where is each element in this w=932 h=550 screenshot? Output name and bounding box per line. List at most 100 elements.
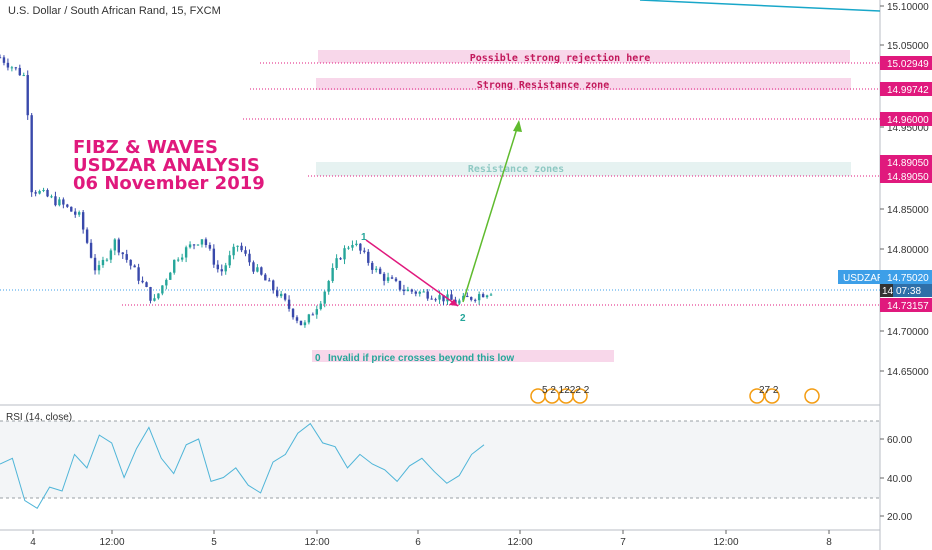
candles[interactable] bbox=[0, 54, 493, 328]
candle-body[interactable] bbox=[85, 229, 89, 243]
candle-body[interactable] bbox=[394, 278, 398, 281]
candle-body[interactable] bbox=[220, 269, 223, 272]
candle-body[interactable] bbox=[355, 243, 358, 245]
candle-body[interactable] bbox=[307, 314, 311, 323]
resistance-zones-box[interactable] bbox=[316, 162, 851, 176]
candle-body[interactable] bbox=[450, 294, 453, 300]
candle-body[interactable] bbox=[232, 246, 235, 256]
candle-body[interactable] bbox=[311, 314, 315, 316]
candle-body[interactable] bbox=[252, 262, 255, 272]
event-markers[interactable]: 5 2 1222 2 27 2 bbox=[530, 385, 820, 404]
candle-body[interactable] bbox=[386, 277, 390, 281]
candle-body[interactable] bbox=[256, 267, 259, 272]
candle-body[interactable] bbox=[248, 253, 251, 263]
candle-body[interactable] bbox=[121, 252, 124, 255]
candle-body[interactable] bbox=[406, 289, 410, 292]
flag-icon[interactable] bbox=[764, 388, 780, 404]
candle-body[interactable] bbox=[434, 299, 437, 301]
candle-body[interactable] bbox=[101, 259, 105, 266]
candle-body[interactable] bbox=[477, 294, 481, 301]
candle-body[interactable] bbox=[442, 295, 445, 302]
time-axis[interactable]: 4 12:00 5 12:00 6 12:00 7 12:00 8 bbox=[30, 530, 832, 548]
flag-icon[interactable] bbox=[804, 388, 820, 404]
strong-resistance-box[interactable] bbox=[316, 78, 851, 90]
candle-body[interactable] bbox=[398, 280, 402, 290]
symbol-title[interactable]: U.S. Dollar / South African Rand, 15, FX… bbox=[8, 5, 221, 17]
candle-body[interactable] bbox=[14, 67, 18, 69]
candle-body[interactable] bbox=[347, 247, 350, 249]
candle-body[interactable] bbox=[149, 287, 152, 301]
flag-icon[interactable] bbox=[749, 388, 765, 404]
candle-body[interactable] bbox=[177, 259, 180, 261]
candle-body[interactable] bbox=[22, 75, 25, 77]
candle-body[interactable] bbox=[141, 280, 144, 283]
candle-body[interactable] bbox=[236, 245, 239, 247]
candle-body[interactable] bbox=[315, 309, 318, 315]
candle-body[interactable] bbox=[279, 293, 283, 297]
candle-body[interactable] bbox=[430, 298, 433, 300]
candle-body[interactable] bbox=[169, 272, 172, 280]
candle-body[interactable] bbox=[10, 67, 14, 69]
candle-body[interactable] bbox=[62, 199, 65, 205]
candle-body[interactable] bbox=[359, 243, 362, 251]
candle-body[interactable] bbox=[489, 294, 493, 296]
candle-body[interactable] bbox=[165, 279, 168, 286]
candle-body[interactable] bbox=[153, 298, 156, 301]
candle-body[interactable] bbox=[30, 115, 33, 193]
rejection-zone-box[interactable] bbox=[318, 50, 850, 63]
rsi-axis[interactable]: 60.00 40.00 20.00 bbox=[880, 435, 912, 523]
candle-body[interactable] bbox=[70, 206, 73, 212]
candle-body[interactable] bbox=[260, 267, 263, 275]
projection-line[interactable] bbox=[462, 121, 520, 303]
candle-body[interactable] bbox=[54, 196, 57, 206]
candle-body[interactable] bbox=[216, 264, 219, 270]
candle-body[interactable] bbox=[2, 57, 6, 63]
candle-body[interactable] bbox=[367, 251, 370, 263]
candle-body[interactable] bbox=[113, 239, 117, 251]
candle-body[interactable] bbox=[184, 247, 188, 258]
candle-body[interactable] bbox=[410, 289, 414, 292]
candle-body[interactable] bbox=[224, 265, 227, 272]
candle-body[interactable] bbox=[117, 239, 120, 253]
candle-body[interactable] bbox=[180, 257, 184, 260]
candle-body[interactable] bbox=[145, 282, 148, 288]
candle-body[interactable] bbox=[81, 212, 85, 230]
candle-body[interactable] bbox=[42, 190, 45, 192]
candle-body[interactable] bbox=[299, 320, 303, 326]
candle-body[interactable] bbox=[382, 273, 386, 281]
candle-body[interactable] bbox=[470, 297, 473, 300]
candle-body[interactable] bbox=[93, 257, 97, 271]
candle-body[interactable] bbox=[426, 291, 429, 299]
candle-body[interactable] bbox=[137, 267, 140, 281]
invalidation-box[interactable] bbox=[312, 350, 614, 362]
candle-body[interactable] bbox=[323, 291, 326, 304]
candle-body[interactable] bbox=[295, 317, 299, 321]
candle-body[interactable] bbox=[268, 280, 271, 282]
candle-body[interactable] bbox=[375, 268, 378, 270]
candle-body[interactable] bbox=[466, 295, 469, 298]
candle-body[interactable] bbox=[109, 250, 113, 260]
candle-body[interactable] bbox=[458, 300, 461, 304]
symbol-tag[interactable]: USDZAR bbox=[843, 273, 884, 284]
candle-body[interactable] bbox=[319, 303, 322, 310]
candle-body[interactable] bbox=[402, 289, 406, 292]
candle-body[interactable] bbox=[129, 259, 132, 266]
candle-body[interactable] bbox=[264, 274, 267, 281]
candle-body[interactable] bbox=[351, 244, 354, 248]
candle-body[interactable] bbox=[378, 268, 382, 274]
candle-body[interactable] bbox=[38, 190, 41, 194]
candle-body[interactable] bbox=[196, 244, 200, 246]
candle-body[interactable] bbox=[34, 192, 37, 194]
candle-body[interactable] bbox=[208, 244, 212, 249]
candle-body[interactable] bbox=[343, 248, 346, 260]
candle-body[interactable] bbox=[438, 295, 441, 300]
candle-body[interactable] bbox=[283, 293, 287, 300]
candle-body[interactable] bbox=[240, 245, 243, 251]
candle-body[interactable] bbox=[125, 254, 128, 260]
candle-body[interactable] bbox=[97, 265, 101, 271]
candle-body[interactable] bbox=[272, 280, 275, 291]
candle-body[interactable] bbox=[422, 291, 425, 293]
candle-body[interactable] bbox=[474, 299, 477, 301]
candle-body[interactable] bbox=[204, 239, 208, 245]
